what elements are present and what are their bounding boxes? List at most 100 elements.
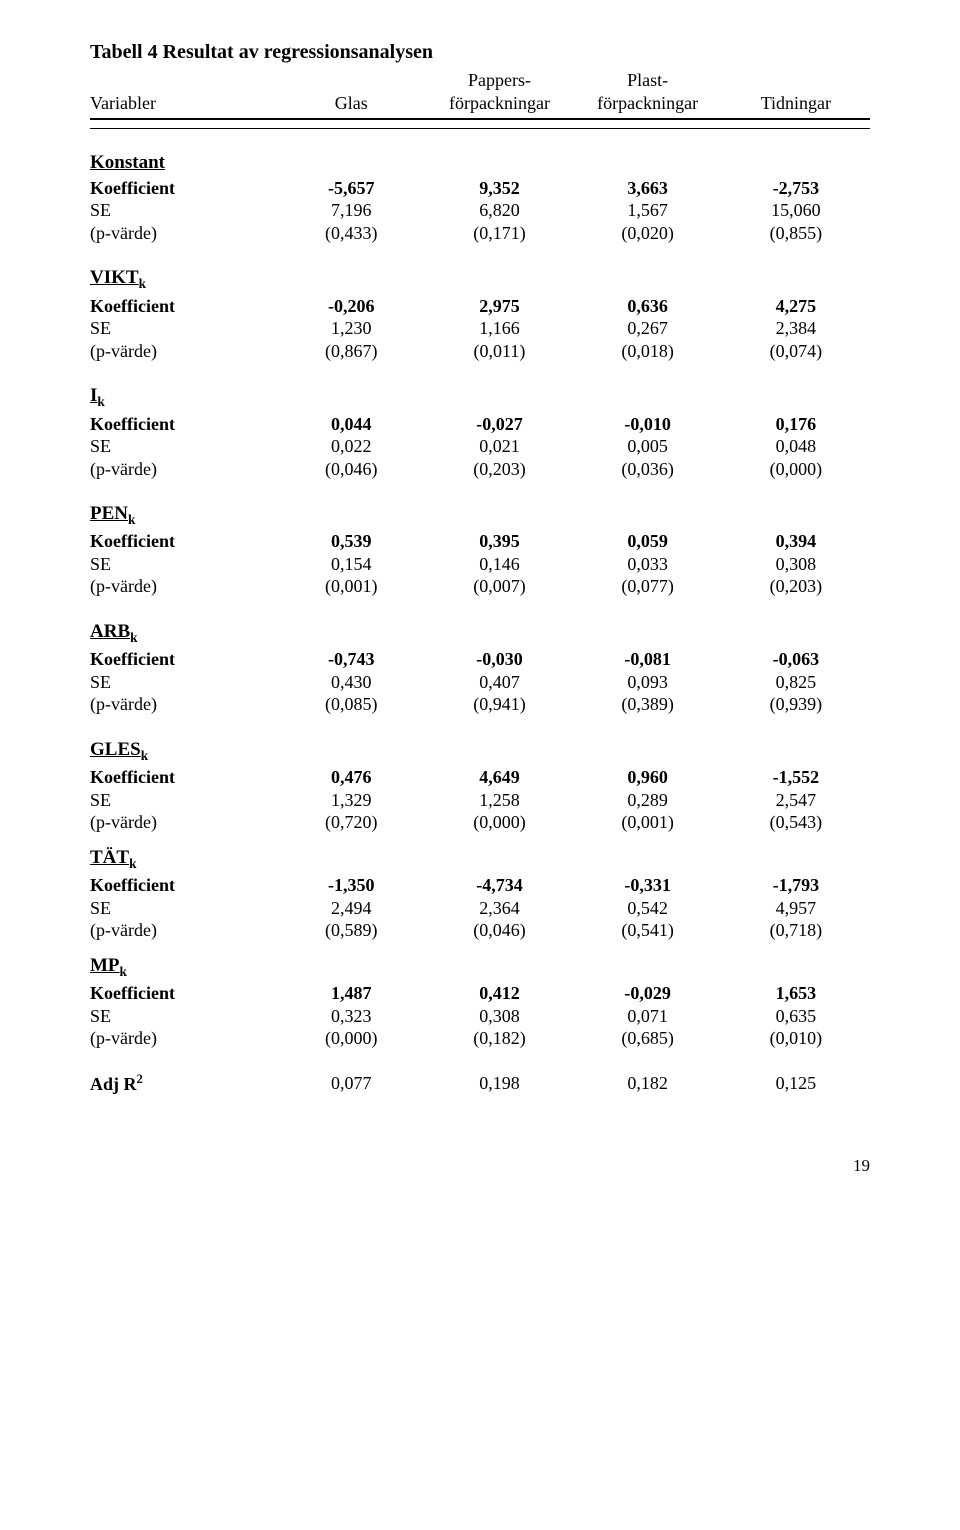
cell: (0,720) [277,811,425,834]
row-label-pv: (p-värde) [90,811,277,834]
header-variabler: Variabler [90,69,277,114]
cell: 0,635 [722,1005,870,1028]
cell: 0,825 [722,671,870,694]
cell: 0,125 [722,1050,870,1096]
row-label-se: SE [90,317,277,340]
cell: 6,820 [425,199,573,222]
row-label-pv: (p-värde) [90,458,277,481]
cell: 4,275 [722,295,870,318]
cell: -0,027 [425,413,573,436]
cell: 1,258 [425,789,573,812]
cell: (0,007) [425,575,573,598]
cell: -0,030 [425,648,573,671]
section-pen-title: PENk [90,480,870,530]
cell: -0,743 [277,648,425,671]
table-row: (p-värde) (0,001) (0,007) (0,077) (0,203… [90,575,870,598]
row-label-se: SE [90,1005,277,1028]
cell: -5,657 [277,177,425,200]
cell: (0,000) [277,1027,425,1050]
row-label-pv: (p-värde) [90,340,277,363]
cell: (0,203) [722,575,870,598]
header-pappers-bot: förpackningar [449,93,550,113]
row-label-koef: Koefficient [90,766,277,789]
cell: 1,487 [277,982,425,1005]
row-label-koef: Koefficient [90,982,277,1005]
cell: 0,022 [277,435,425,458]
table-row: (p-värde) (0,867) (0,011) (0,018) (0,074… [90,340,870,363]
cell: 0,308 [722,553,870,576]
cell: 2,494 [277,897,425,920]
cell: -0,331 [574,874,722,897]
cell: (0,182) [425,1027,573,1050]
cell: 15,060 [722,199,870,222]
row-label-koef: Koefficient [90,530,277,553]
table-row: (p-värde) (0,046) (0,203) (0,036) (0,000… [90,458,870,481]
section-gles-title: GLESk [90,716,870,766]
cell: -1,552 [722,766,870,789]
table-row: SE 0,430 0,407 0,093 0,825 [90,671,870,694]
header-tidningar: Tidningar [722,69,870,114]
header-plast: Plast- förpackningar [574,69,722,114]
table-row: SE 2,494 2,364 0,542 4,957 [90,897,870,920]
table-row: Koefficient -1,350 -4,734 -0,331 -1,793 [90,874,870,897]
cell: 2,364 [425,897,573,920]
table-row: (p-värde) (0,433) (0,171) (0,020) (0,855… [90,222,870,245]
cell: 0,059 [574,530,722,553]
cell: (0,543) [722,811,870,834]
cell: 0,289 [574,789,722,812]
cell: 0,033 [574,553,722,576]
table-row: SE 1,329 1,258 0,289 2,547 [90,789,870,812]
cell: 4,957 [722,897,870,920]
cell: (0,389) [574,693,722,716]
table-row: (p-värde) (0,000) (0,182) (0,685) (0,010… [90,1027,870,1050]
cell: (0,941) [425,693,573,716]
section-tat-prefix: TÄT [90,847,129,868]
cell: (0,046) [277,458,425,481]
cell: 0,542 [574,897,722,920]
section-mp-sub: k [120,963,127,978]
table-row: (p-värde) (0,589) (0,046) (0,541) (0,718… [90,919,870,942]
row-label-se: SE [90,789,277,812]
row-label-koef: Koefficient [90,413,277,436]
cell: 0,267 [574,317,722,340]
row-label-se: SE [90,897,277,920]
row-label-pv: (p-värde) [90,222,277,245]
row-label-koef: Koefficient [90,648,277,671]
table-row: SE 0,154 0,146 0,033 0,308 [90,553,870,576]
row-label-se: SE [90,553,277,576]
section-vikt-sub: k [139,276,146,291]
cell: (0,074) [722,340,870,363]
cell: -0,063 [722,648,870,671]
cell: 0,323 [277,1005,425,1028]
section-vikt-prefix: VIKT [90,267,139,288]
cell: 0,539 [277,530,425,553]
cell: 1,653 [722,982,870,1005]
table-header-row: Variabler Glas Pappers- förpackningar Pl… [90,69,870,114]
cell: 0,176 [722,413,870,436]
adj-r2-row: Adj R2 0,077 0,198 0,182 0,125 [90,1050,870,1096]
header-pappers-top: Pappers- [468,70,531,90]
cell: 9,352 [425,177,573,200]
cell: (0,939) [722,693,870,716]
section-i-sub: k [97,394,104,409]
cell: 0,021 [425,435,573,458]
cell: 0,146 [425,553,573,576]
section-mp-title: MPk [90,942,870,982]
section-tat-title: TÄTk [90,834,870,874]
cell: (0,085) [277,693,425,716]
cell: 1,166 [425,317,573,340]
table-row: (p-värde) (0,085) (0,941) (0,389) (0,939… [90,693,870,716]
adj-r2-label: Adj R2 [90,1050,277,1096]
table-row: Koefficient 0,539 0,395 0,059 0,394 [90,530,870,553]
cell: (0,000) [722,458,870,481]
header-glas: Glas [277,69,425,114]
cell: (0,001) [277,575,425,598]
cell: 0,412 [425,982,573,1005]
cell: (0,718) [722,919,870,942]
cell: (0,020) [574,222,722,245]
row-label-se: SE [90,435,277,458]
cell: (0,203) [425,458,573,481]
cell: (0,018) [574,340,722,363]
cell: 0,407 [425,671,573,694]
cell: -1,793 [722,874,870,897]
